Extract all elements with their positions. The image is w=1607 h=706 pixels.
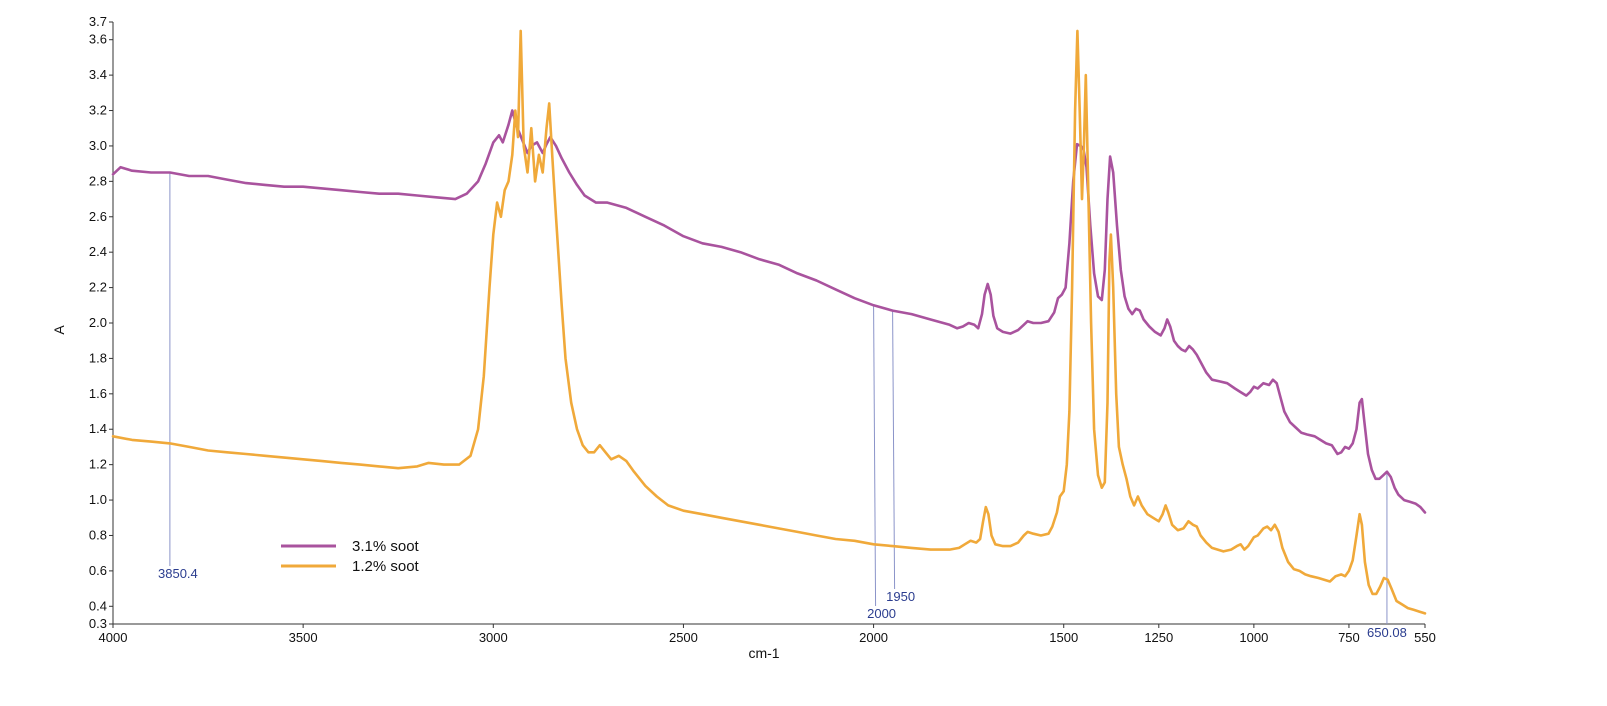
x-axis: 4000 3500 3000 2500 2000 1500 1250 1000 750 550 c…: [99, 623, 1436, 661]
y-tick-label: 0.6: [89, 563, 107, 578]
x-tick-label: 1250: [1144, 630, 1173, 645]
legend-label: 1.2% soot: [352, 558, 420, 575]
x-tick-label: 1500: [1049, 630, 1078, 645]
y-tick-label: 1.2: [89, 457, 107, 472]
y-tick-label: 3.6: [89, 32, 107, 47]
legend-label: 3.1% soot: [352, 538, 420, 555]
x-tick-label: 750: [1338, 630, 1360, 645]
y-axis-title: A: [51, 325, 67, 335]
x-tick-label: 2500: [669, 630, 698, 645]
y-tick-label: 2.4: [89, 244, 107, 259]
series-layer: [111, 29, 1427, 615]
peak-marker-line: [873, 305, 877, 607]
y-tick-label: 0.4: [89, 598, 107, 613]
series-line-1: [111, 109, 1427, 514]
peak-marker-line: [892, 310, 896, 590]
peak-marker-label: 3850.4: [158, 566, 198, 581]
x-tick-label: 3500: [289, 630, 318, 645]
x-tick-label: 2000: [859, 630, 888, 645]
legend: 3.1% soot 1.2% soot: [281, 538, 420, 575]
x-tick-label: 1000: [1239, 630, 1268, 645]
series-line-2: [111, 29, 1427, 615]
y-tick-label: 1.6: [89, 386, 107, 401]
y-tick-label: 2.8: [89, 173, 107, 188]
peak-marker-label: 650.08: [1367, 625, 1407, 640]
x-tick-label: 3000: [479, 630, 508, 645]
y-tick-label: 2.6: [89, 209, 107, 224]
y-tick-label: 0.8: [89, 527, 107, 542]
x-tick-label: 550: [1414, 630, 1436, 645]
peak-marker-label: 2000: [867, 606, 896, 621]
y-tick-label: 1.0: [89, 492, 107, 507]
y-tick-label: 2.0: [89, 315, 107, 330]
y-tick-label: 3.7: [89, 14, 107, 29]
y-axis: 0.3 0.4 0.6 0.8 1.0 1.2 1.4 1.6 1.8 2.0 2.2 2.4 2.6 2…: [51, 14, 114, 631]
y-tick-label: 3.0: [89, 138, 107, 153]
y-tick-label: 3.2: [89, 103, 107, 118]
y-tick-label: 2.2: [89, 280, 107, 295]
y-tick-label: 1.8: [89, 350, 107, 365]
x-axis-title: cm-1: [748, 645, 779, 661]
x-tick-label: 4000: [99, 630, 128, 645]
y-tick-label: 0.3: [89, 616, 107, 631]
y-ticks: 0.3 0.4 0.6 0.8 1.0 1.2 1.4 1.6 1.8 2.0 2.2 2.4 2.6 2…: [89, 14, 113, 631]
y-tick-label: 1.4: [89, 421, 107, 436]
y-tick-label: 3.4: [89, 67, 107, 82]
peak-markers: 3850.4 2000 1950 650.08: [158, 172, 1407, 640]
x-ticks: 4000 3500 3000 2500 2000 1500 1250 1000 750 550: [99, 624, 1436, 645]
peak-marker-label: 1950: [886, 589, 915, 604]
